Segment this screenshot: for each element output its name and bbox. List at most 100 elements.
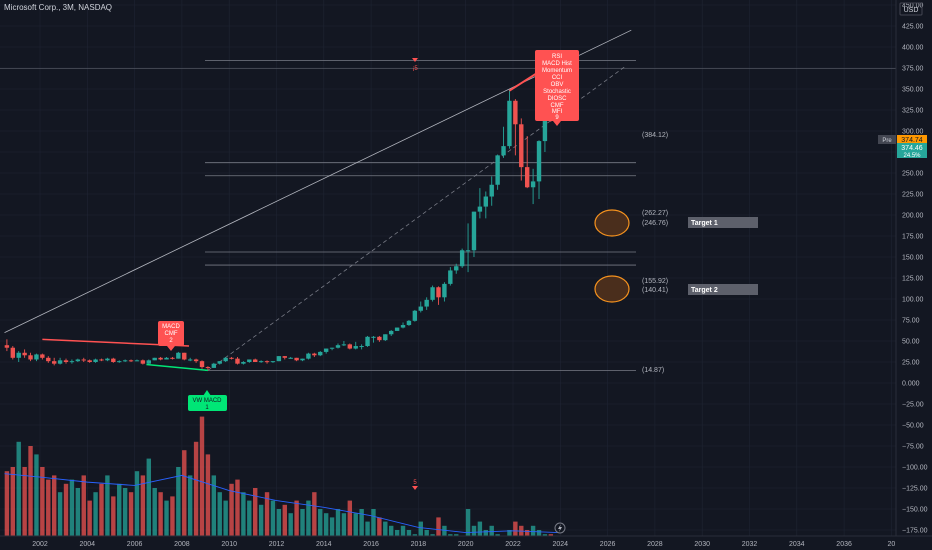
time-tick-label: 2018: [411, 541, 427, 548]
candle-body: [69, 361, 75, 363]
candle-body: [459, 250, 465, 267]
candle-body: [223, 357, 228, 362]
volume-bar: [87, 500, 92, 550]
candle-body: [140, 360, 146, 364]
candle-body: [105, 358, 110, 361]
candle-body: [253, 359, 258, 362]
time-tick-label: 2028: [647, 541, 663, 548]
time-axis[interactable]: 2002 2004 2006 2008 2010 2012 2014 2016 2018 2020…: [32, 541, 895, 548]
volume-bar: [323, 513, 329, 550]
candle-body: [524, 167, 530, 188]
lightning-icon[interactable]: [554, 522, 566, 534]
candle-body: [264, 361, 270, 363]
candle-body: [205, 367, 211, 369]
candle-body: [448, 270, 453, 284]
price-tick-label: 250.00: [902, 171, 924, 178]
price-tick-label: −100.00: [902, 465, 928, 472]
candle-body: [16, 352, 21, 358]
volume-bar: [359, 509, 364, 550]
candle-body: [193, 359, 199, 362]
currency-label: USD: [904, 7, 919, 14]
candle-body: [22, 352, 27, 356]
volume-bar: [294, 500, 299, 550]
level-label-384: (384.12): [642, 132, 668, 139]
bearish-signal-top[interactable]: RSI MACD Hist Momentum CCI OBV Stochasti…: [535, 50, 579, 126]
price-tick-label: 0.000: [902, 381, 920, 388]
svg-text:5: 5: [413, 480, 417, 486]
volume-bar: [199, 416, 205, 550]
candle-body: [318, 351, 323, 356]
candle-body: [4, 345, 10, 348]
time-tick-label: 2020: [458, 541, 474, 548]
candle-body: [306, 353, 311, 359]
volume-bar: [377, 517, 382, 550]
volume-bar: [69, 479, 75, 550]
candle-body: [519, 124, 524, 168]
time-tick-label: 2014: [316, 541, 332, 548]
signal-obv: OBV: [551, 82, 564, 88]
volume-bar: [300, 509, 305, 550]
signal-vw-macd: VW MACD: [193, 398, 223, 404]
price-tick-label: 325.00: [902, 108, 924, 115]
candle-body: [436, 287, 441, 298]
volume-bar: [187, 475, 193, 550]
candle-body: [87, 360, 92, 362]
volume-bar: [40, 467, 45, 550]
currency-badge[interactable]: [899, 2, 923, 16]
signal-macd: MACD: [162, 324, 180, 330]
price-tick-label: −25.00: [902, 402, 924, 409]
price-tick-label: 25.00: [902, 360, 920, 367]
symbol-title: Microsoft Corp., 3M, NASDAQ: [4, 3, 112, 12]
volume-bar: [46, 479, 51, 550]
volume-bar: [93, 492, 98, 550]
price-tick-label: 75.00: [902, 318, 920, 325]
candle-body: [501, 146, 506, 156]
volume-bar: [28, 446, 33, 550]
bearish-signal-mid[interactable]: MACD CMF 2: [158, 321, 184, 351]
volume-bar: [140, 475, 146, 550]
price-tick-label: 225.00: [902, 192, 924, 199]
price-tick-label: −150.00: [902, 507, 928, 514]
volume-bar: [235, 479, 240, 550]
volume-bar: [288, 513, 293, 550]
horizontal-levels: [0, 59, 896, 371]
time-tick-label: 2016: [363, 541, 379, 548]
svg-text:¡5: ¡5: [412, 66, 418, 72]
signal-cmf: CMF: [551, 103, 564, 109]
signal-count: 9: [555, 115, 559, 121]
candle-body: [329, 347, 335, 349]
price-tick-label: 400.00: [902, 45, 924, 52]
volume-bar: [264, 492, 270, 550]
candle-body: [93, 359, 98, 362]
bullish-signal[interactable]: VW MACD 1: [188, 390, 227, 411]
candle-body: [530, 181, 536, 188]
candle-body: [489, 184, 494, 197]
last-price-value: 374.46: [901, 145, 923, 152]
candle-body: [347, 344, 353, 349]
target-1-label: Target 1: [691, 220, 718, 227]
target-1-box[interactable]: [688, 217, 758, 228]
candle-body: [152, 357, 157, 361]
candle-body: [229, 357, 234, 359]
time-tick-label: 2036: [836, 541, 852, 548]
candle-body: [424, 299, 429, 307]
candle-body: [51, 361, 57, 364]
candle-body: [312, 353, 317, 356]
volume-bar: [122, 488, 128, 550]
small-bearish-marker-volume: 5: [412, 480, 418, 490]
price-tick-label: 50.00: [902, 339, 920, 346]
volume-bar: [247, 500, 252, 550]
volume-bar: [51, 475, 57, 550]
volume-bar: [34, 454, 39, 550]
candle-body: [418, 306, 423, 311]
volume-bar: [128, 492, 134, 550]
volume-bar: [211, 475, 217, 550]
pre-tag: [878, 135, 896, 144]
target-2-box[interactable]: [688, 284, 758, 295]
signal-mfi: MFI: [552, 109, 563, 115]
time-tick-label: 2026: [600, 541, 616, 548]
candle-body: [513, 100, 518, 125]
candle-body: [294, 357, 299, 361]
volume-ma-line: [4, 473, 558, 533]
